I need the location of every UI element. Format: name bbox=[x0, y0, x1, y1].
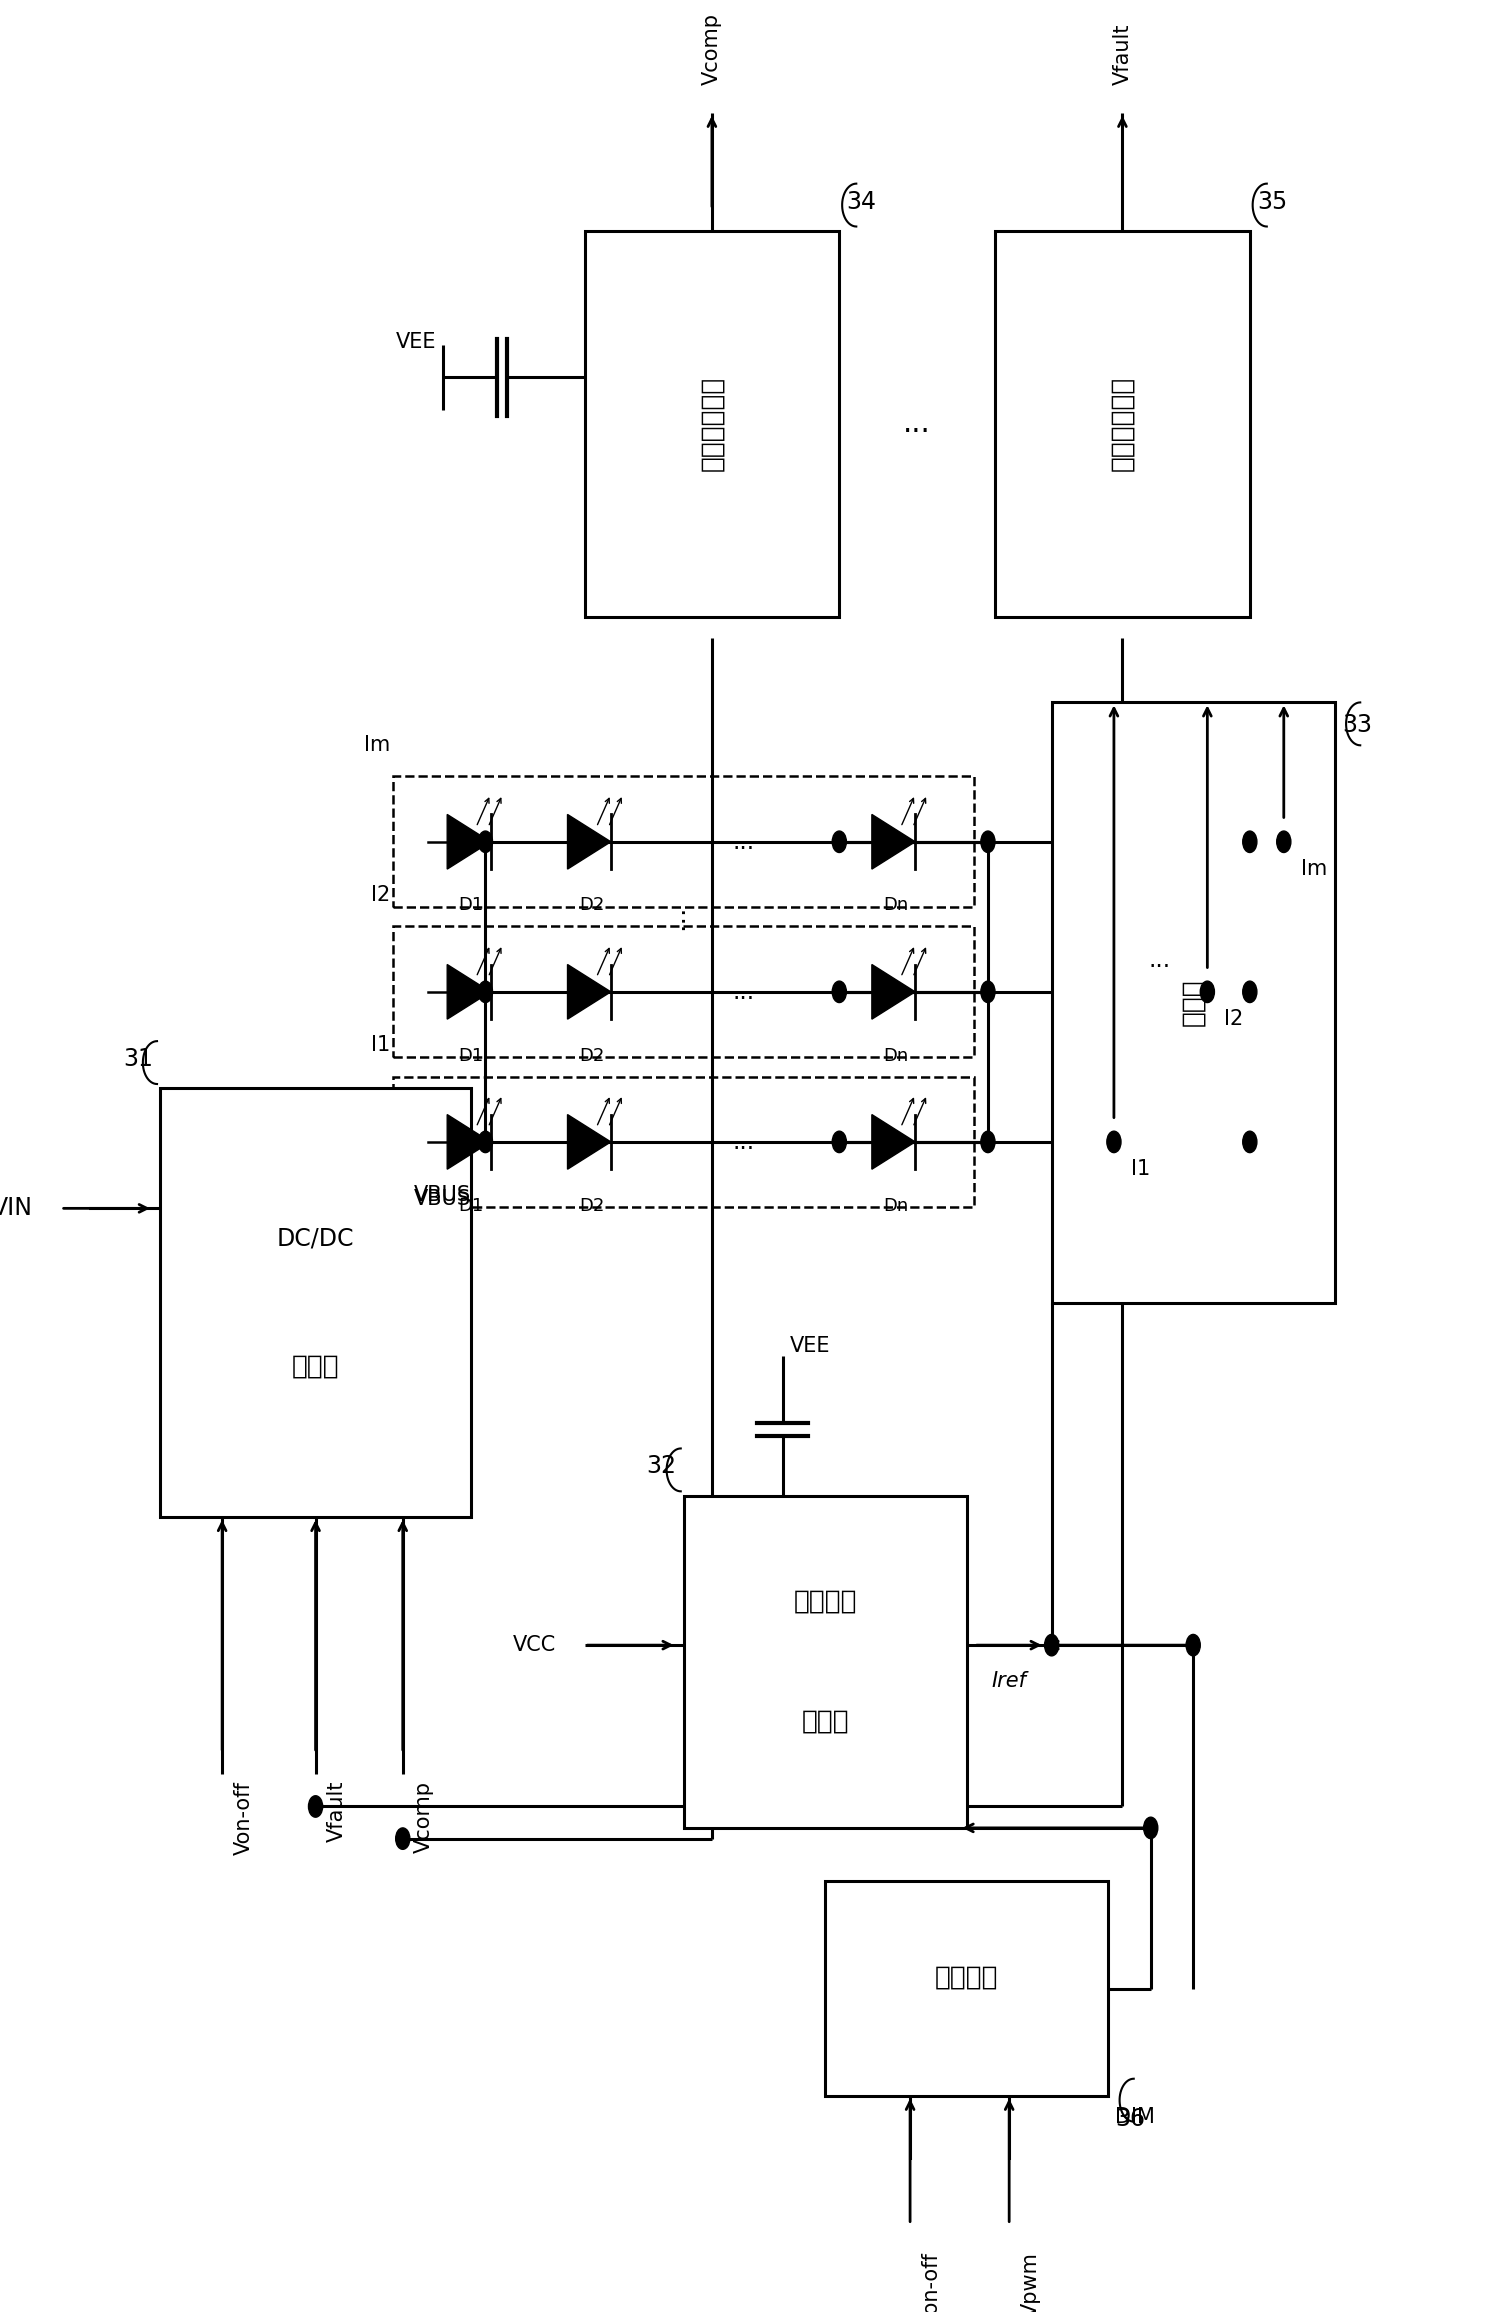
Text: 36: 36 bbox=[1116, 2106, 1146, 2132]
Polygon shape bbox=[568, 814, 611, 869]
Text: Dn: Dn bbox=[884, 1047, 908, 1064]
Text: Vfault: Vfault bbox=[1113, 23, 1133, 86]
Text: I1: I1 bbox=[1131, 1158, 1151, 1179]
Polygon shape bbox=[872, 814, 916, 869]
Circle shape bbox=[1143, 1817, 1158, 1838]
Circle shape bbox=[479, 980, 492, 1003]
Circle shape bbox=[1242, 830, 1258, 853]
Polygon shape bbox=[447, 964, 491, 1020]
Text: ...: ... bbox=[664, 904, 690, 929]
Polygon shape bbox=[568, 1114, 611, 1170]
Circle shape bbox=[980, 1131, 995, 1154]
Text: 转换器: 转换器 bbox=[292, 1355, 339, 1380]
Text: 参考电流: 参考电流 bbox=[794, 1588, 857, 1616]
Text: 32: 32 bbox=[646, 1454, 676, 1477]
Bar bbox=[160, 1089, 471, 1517]
Text: D2: D2 bbox=[578, 1047, 604, 1064]
Text: ...: ... bbox=[733, 980, 755, 1003]
Text: 产生器: 产生器 bbox=[801, 1709, 849, 1734]
Circle shape bbox=[479, 830, 492, 853]
Text: VBUS: VBUS bbox=[414, 1188, 471, 1209]
Circle shape bbox=[309, 1796, 322, 1817]
Text: I1: I1 bbox=[372, 1036, 390, 1054]
Text: VEE: VEE bbox=[396, 331, 435, 351]
Text: D1: D1 bbox=[459, 897, 483, 916]
Polygon shape bbox=[568, 964, 611, 1020]
Bar bbox=[995, 231, 1250, 617]
Text: VEE: VEE bbox=[789, 1336, 830, 1357]
Text: Iref: Iref bbox=[991, 1672, 1027, 1690]
Polygon shape bbox=[872, 1114, 916, 1170]
Text: 35: 35 bbox=[1258, 190, 1288, 213]
Text: Im: Im bbox=[364, 735, 390, 756]
Bar bbox=[393, 927, 974, 1057]
Text: Vpwm: Vpwm bbox=[1021, 2252, 1041, 2312]
Circle shape bbox=[479, 1131, 492, 1154]
Circle shape bbox=[980, 980, 995, 1003]
Text: VBUS: VBUS bbox=[414, 1184, 471, 1205]
Circle shape bbox=[1277, 830, 1291, 853]
Text: DIM: DIM bbox=[1116, 2106, 1155, 2127]
Text: Vfault: Vfault bbox=[327, 1780, 346, 1843]
Text: ...: ... bbox=[733, 1131, 755, 1154]
Text: Dn: Dn bbox=[884, 1198, 908, 1214]
Text: ...: ... bbox=[1148, 948, 1170, 971]
Text: Dn: Dn bbox=[884, 897, 908, 916]
Circle shape bbox=[396, 1829, 410, 1850]
Text: D1: D1 bbox=[459, 1198, 483, 1214]
Text: DC/DC: DC/DC bbox=[277, 1225, 354, 1251]
Text: 33: 33 bbox=[1342, 712, 1372, 738]
Bar bbox=[825, 1882, 1108, 2097]
Text: I2: I2 bbox=[1224, 1008, 1244, 1029]
Text: 电压补唇电路: 电压补唇电路 bbox=[699, 377, 724, 472]
Text: Von-off: Von-off bbox=[922, 2252, 941, 2312]
Text: VIN: VIN bbox=[0, 1195, 33, 1221]
Text: ...: ... bbox=[904, 409, 931, 437]
Text: I2: I2 bbox=[372, 885, 390, 904]
Bar bbox=[393, 777, 974, 906]
Circle shape bbox=[1200, 980, 1214, 1003]
Circle shape bbox=[1242, 1131, 1258, 1154]
Circle shape bbox=[1107, 1131, 1120, 1154]
Text: D2: D2 bbox=[578, 897, 604, 916]
Circle shape bbox=[1242, 980, 1258, 1003]
Polygon shape bbox=[447, 814, 491, 869]
Text: 34: 34 bbox=[846, 190, 876, 213]
Text: Vcomp: Vcomp bbox=[414, 1780, 434, 1852]
Text: 过压检测电路: 过压检测电路 bbox=[1110, 377, 1136, 472]
Polygon shape bbox=[872, 964, 916, 1020]
Circle shape bbox=[833, 830, 846, 853]
Circle shape bbox=[833, 980, 846, 1003]
Bar bbox=[684, 1496, 967, 1829]
Circle shape bbox=[1187, 1635, 1200, 1655]
Bar bbox=[393, 1077, 974, 1207]
Text: D1: D1 bbox=[459, 1047, 483, 1064]
Text: Im: Im bbox=[1301, 860, 1327, 879]
Circle shape bbox=[980, 830, 995, 853]
Text: Von-off: Von-off bbox=[233, 1780, 253, 1854]
Text: 调光电路: 调光电路 bbox=[935, 1965, 998, 1991]
Text: Vcomp: Vcomp bbox=[702, 14, 721, 86]
Text: 31: 31 bbox=[123, 1047, 152, 1070]
Text: D2: D2 bbox=[578, 1198, 604, 1214]
Circle shape bbox=[1045, 1635, 1059, 1655]
Polygon shape bbox=[447, 1114, 491, 1170]
Bar bbox=[584, 231, 839, 617]
Text: ...: ... bbox=[733, 830, 755, 853]
Text: VCC: VCC bbox=[514, 1635, 556, 1655]
Circle shape bbox=[833, 1131, 846, 1154]
Text: 电流颗: 电流颗 bbox=[1181, 978, 1206, 1027]
Bar bbox=[1051, 703, 1334, 1302]
